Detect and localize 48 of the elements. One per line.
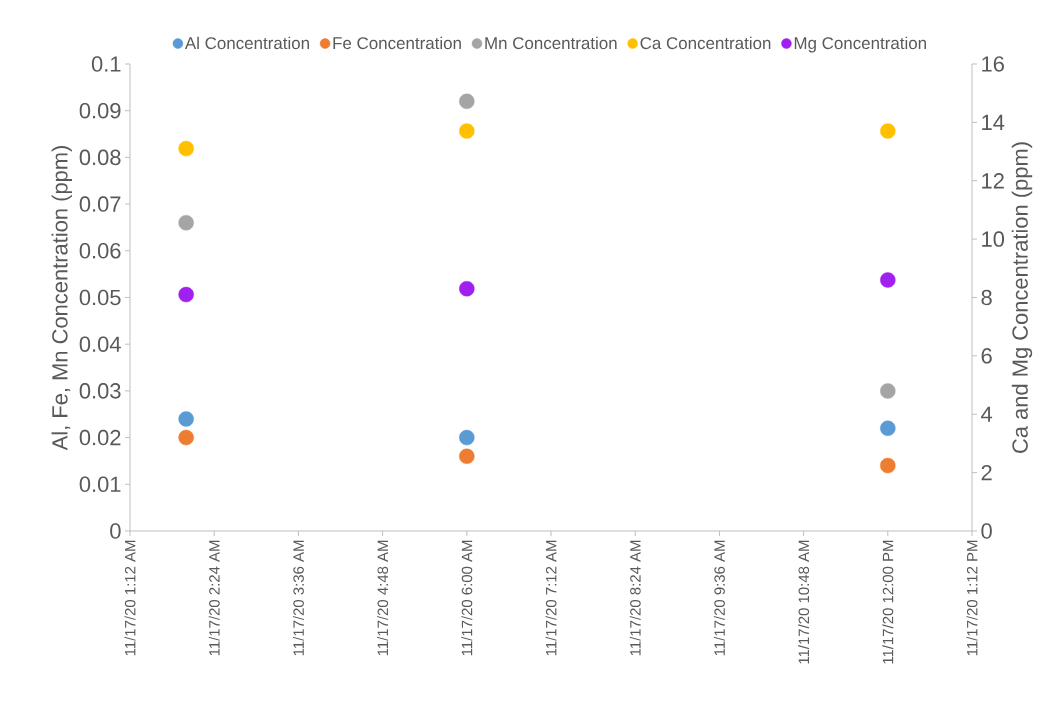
- x-tick-label: 11/17/20 12:00 PM: [882, 540, 894, 664]
- point: [178, 411, 194, 427]
- y-tick-label: 0.06: [79, 243, 121, 259]
- x-tick-label: 11/17/20 10:48 AM: [798, 540, 810, 664]
- x-tick-label: 11/17/20 6:00 AM: [461, 540, 473, 656]
- y-tick-label: 0.1: [91, 56, 121, 72]
- point: [880, 272, 896, 288]
- x-tick-label: 11/17/20 7:12 AM: [545, 540, 557, 656]
- y2-tick-label: 8: [981, 289, 992, 306]
- y2-tick-label: 4: [981, 406, 993, 422]
- legend-label: Al Concentration: [184, 36, 309, 50]
- x-tick-label: 11/17/20 1:12 AM: [124, 540, 136, 656]
- legend-label: Ca Concentration: [640, 36, 771, 50]
- y-tick-label: 0: [110, 523, 121, 539]
- y-tick-label: 0.07: [79, 196, 121, 212]
- legend-label: Fe Concentration: [333, 36, 461, 50]
- x-tick-label: 11/17/20 3:36 AM: [292, 540, 304, 656]
- y-tick-label: 0.05: [79, 289, 121, 306]
- point: [178, 286, 194, 303]
- y-tick-label: 0.09: [79, 102, 121, 119]
- point: [880, 123, 896, 139]
- y-tick-label: 0.02: [79, 429, 121, 446]
- point: [178, 429, 194, 446]
- x-tick-label: 11/17/20 4:48 AM: [377, 540, 389, 656]
- x-tick-label: 11/17/20 1:12 PM: [966, 540, 978, 656]
- y2-tick-label: 10: [982, 231, 1005, 247]
- x-tick-label: 11/17/20 9:36 AM: [713, 540, 725, 656]
- y2-tick-label: 0: [981, 523, 992, 539]
- point: [880, 457, 896, 474]
- y-tick-label: 0.04: [79, 336, 121, 352]
- y-axis-title: Al, Fe, Mn Concentration (ppm): [51, 146, 72, 451]
- point: [880, 383, 896, 399]
- y2-axis-title: Ca and Mg Concentration (ppm): [1011, 142, 1033, 453]
- x-tick-label: 11/17/20 2:24 AM: [208, 540, 220, 656]
- y-tick-label: 0.03: [79, 383, 121, 399]
- y-tick-label: 0.08: [79, 149, 121, 166]
- y2-tick-label: 6: [981, 348, 992, 364]
- point: [178, 215, 194, 231]
- y2-tick-label: 16: [982, 56, 1004, 72]
- y2-tick-label: 2: [981, 464, 992, 481]
- legend-label: Mn Concentration: [485, 36, 617, 50]
- point: [880, 420, 896, 436]
- y2-tick-label: 14: [982, 114, 1005, 130]
- y-tick-label: 0.01: [79, 476, 121, 493]
- legend-label: Mg Concentration: [794, 36, 926, 53]
- y2-tick-label: 12: [982, 173, 1004, 189]
- point: [178, 140, 194, 157]
- x-tick-label: 11/17/20 8:24 AM: [629, 540, 641, 656]
